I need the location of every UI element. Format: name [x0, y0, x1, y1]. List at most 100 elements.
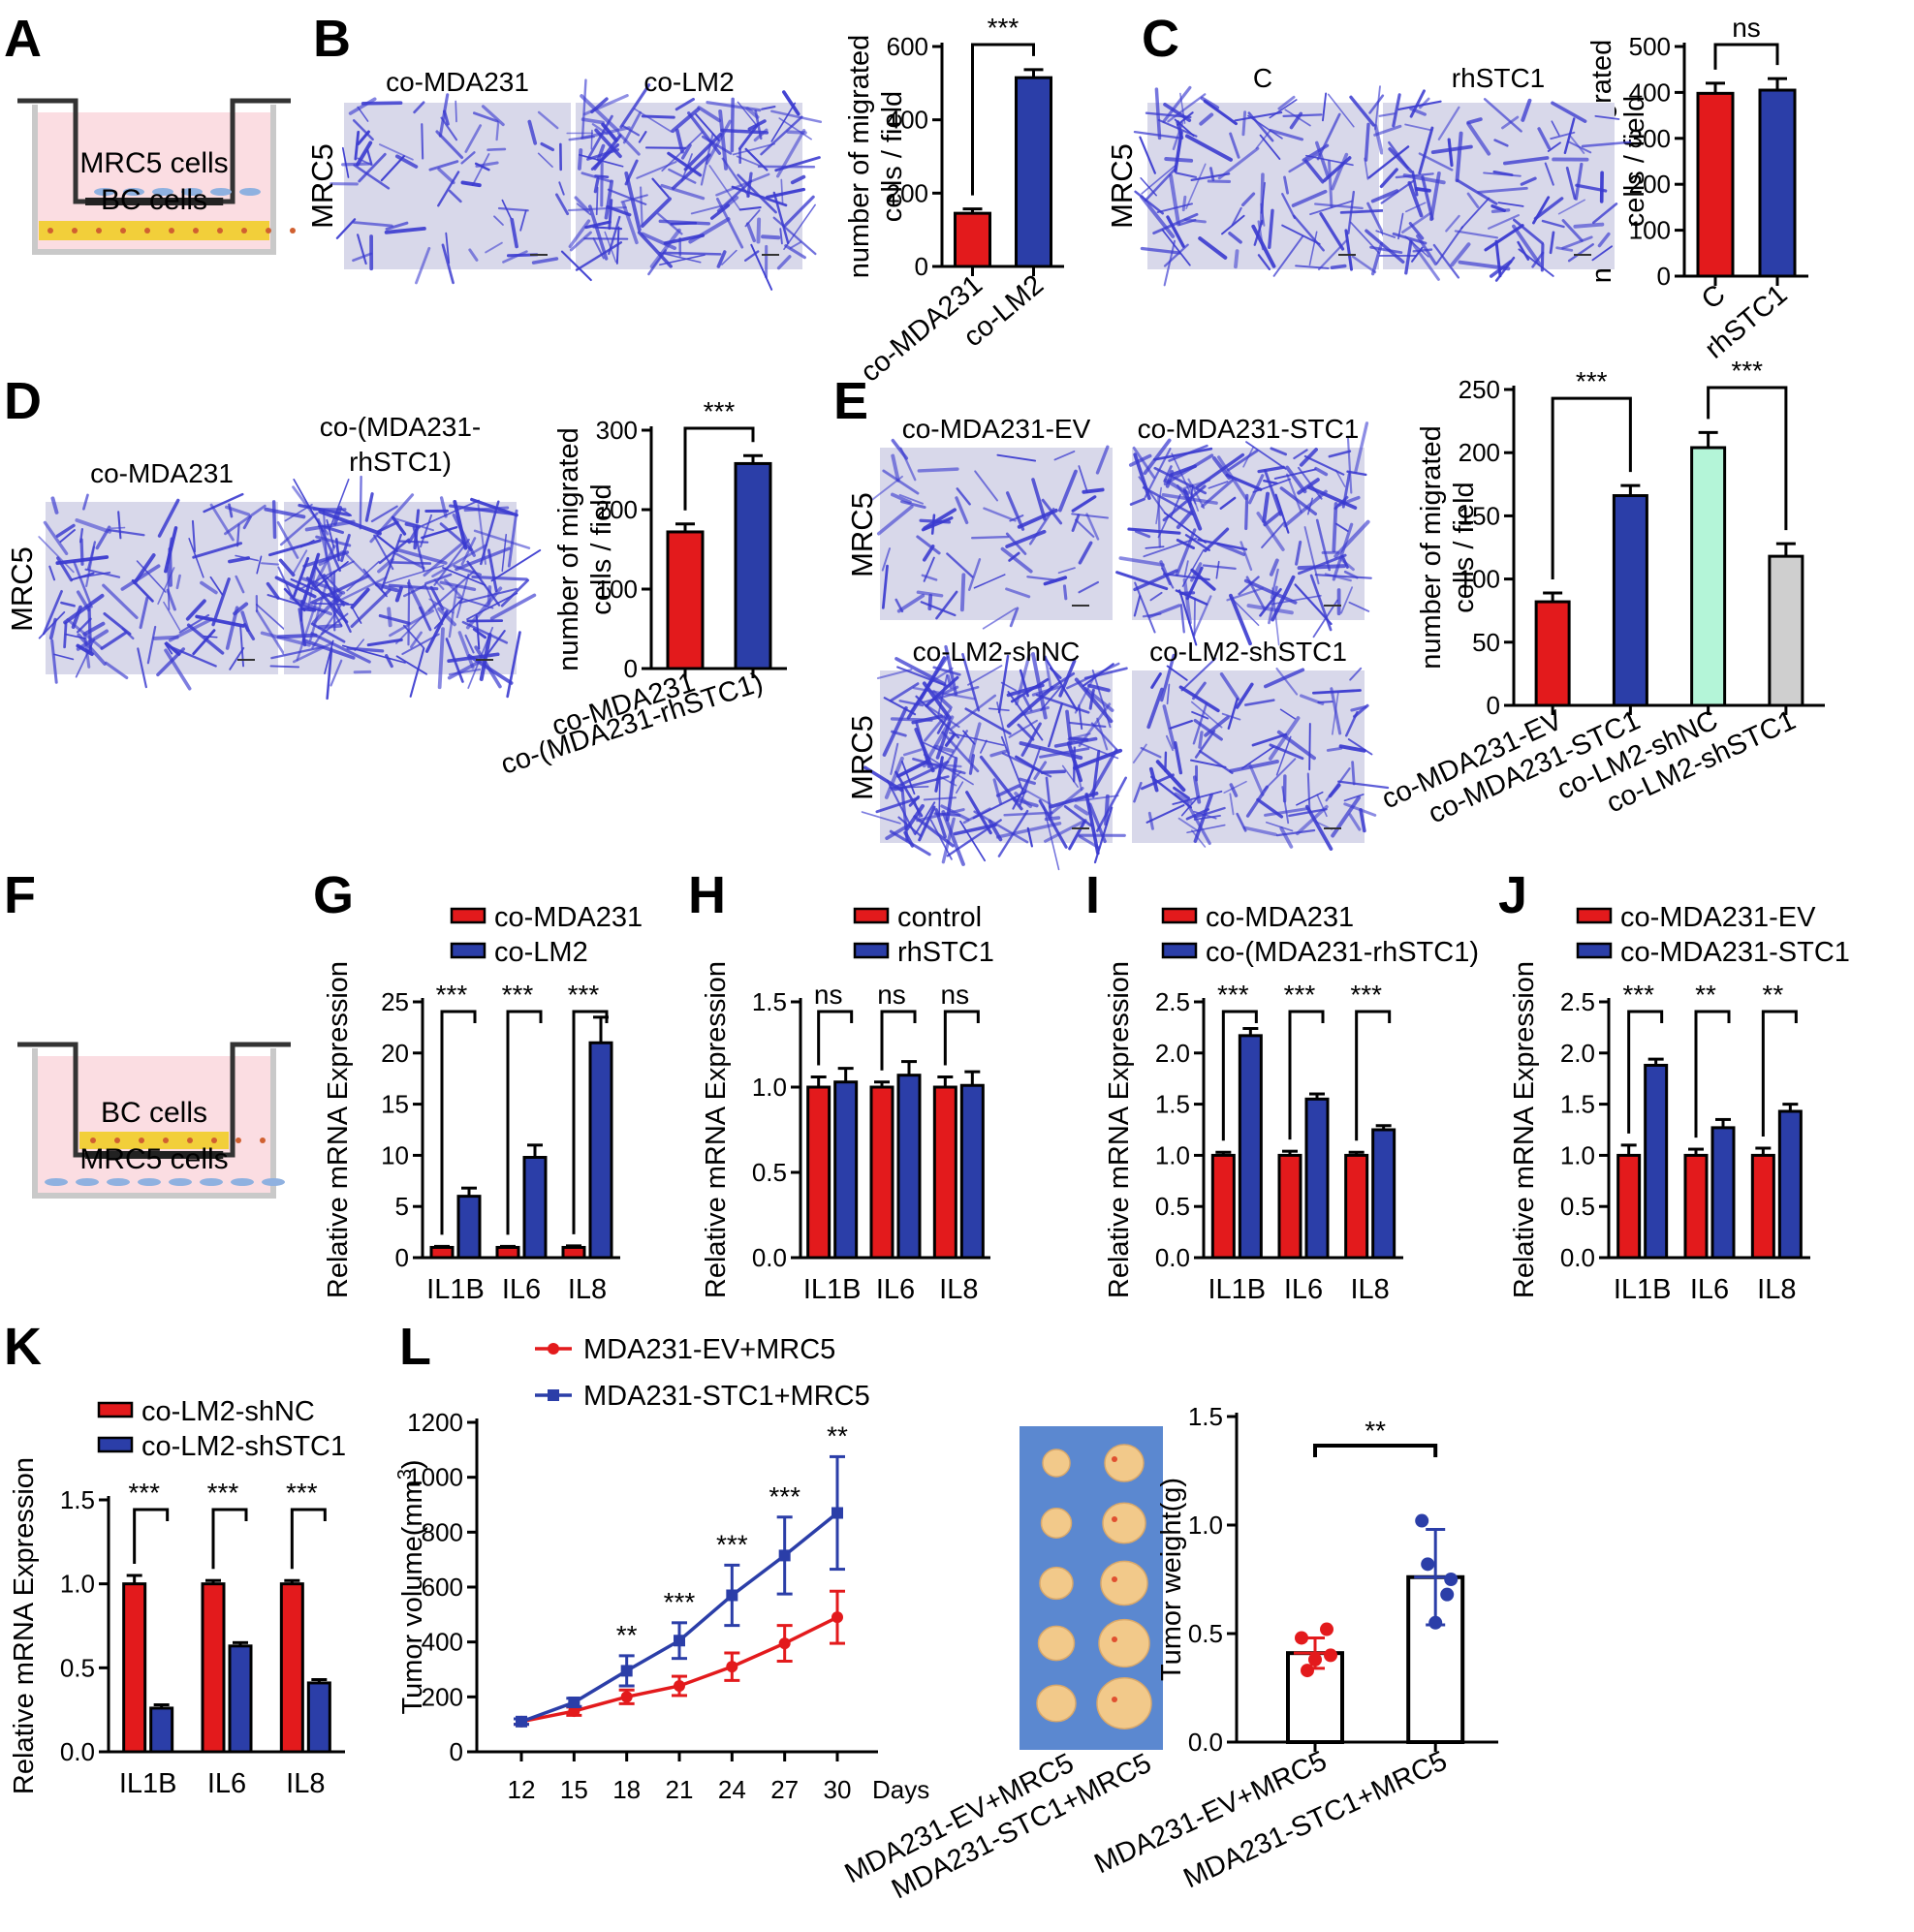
stained-cell: [447, 659, 483, 680]
stained-cell: [1140, 746, 1162, 759]
significance-bracket: [211, 1508, 248, 1570]
stained-cell: [1314, 574, 1372, 579]
stained-cell: [296, 602, 318, 662]
stained-cell: [1344, 229, 1354, 271]
stained-cell: [353, 164, 391, 190]
stained-cell: [1416, 234, 1437, 266]
y-tick-label: 2.0: [1560, 1039, 1595, 1068]
significance-label: **: [827, 1420, 848, 1450]
stained-cell: [1179, 604, 1185, 634]
stained-cell: [73, 561, 93, 608]
significance-label: ***: [1284, 980, 1316, 1010]
stained-cell: [1019, 777, 1037, 786]
stained-cell: [1174, 131, 1183, 173]
stained-cell: [1561, 219, 1584, 242]
stained-cell: [1346, 437, 1353, 494]
stained-cell: [1297, 466, 1323, 500]
stained-cell: [1268, 208, 1274, 249]
y-tick-label: 2.5: [1155, 987, 1190, 1016]
stained-cell: [391, 515, 407, 536]
mrc5-cell: [200, 1178, 223, 1186]
stained-cell: [1240, 746, 1274, 769]
stained-cell: [956, 487, 971, 506]
stained-cell: [903, 830, 915, 848]
stained-cell: [1263, 758, 1297, 792]
stained-cell: [1057, 469, 1078, 513]
stained-cell: [1127, 527, 1181, 535]
stained-cell: [1178, 685, 1220, 713]
stained-cell: [1156, 203, 1193, 214]
stained-cell: [604, 179, 614, 220]
stained-cell: [357, 157, 372, 166]
stained-cell: [1165, 734, 1175, 752]
stained-cell: [756, 217, 762, 244]
legend-entry: co-LM2-shNC: [141, 1396, 315, 1427]
stained-cell: [1347, 190, 1356, 234]
stained-cell: [50, 639, 58, 684]
stained-cell: [1044, 819, 1087, 843]
stained-cell: [42, 589, 63, 636]
stained-cell: [1174, 792, 1193, 804]
y-tick-label: 1.5: [752, 987, 787, 1016]
stained-cell: [1307, 485, 1358, 510]
data-point: [516, 1715, 527, 1728]
stained-cell: [424, 573, 453, 585]
stained-cell: [641, 232, 677, 251]
stained-cell: [455, 546, 511, 572]
stained-cell: [1349, 667, 1363, 681]
stained-cell: [1297, 553, 1347, 576]
stained-cell: [1083, 686, 1114, 712]
significance-label: **: [616, 1620, 638, 1650]
significance-label: ***: [1622, 980, 1654, 1010]
stained-cell: [1133, 595, 1142, 617]
mrc5-cell: [262, 1178, 285, 1186]
x-category-label: IL1B: [1614, 1274, 1672, 1305]
micrograph-E-2: [1115, 421, 1372, 646]
stained-cell: [1128, 453, 1152, 467]
stained-cell: [945, 757, 958, 822]
stained-cell: [1068, 820, 1086, 851]
stained-cell: [1569, 135, 1585, 154]
stained-cell: [357, 106, 369, 122]
significance-label: **: [1365, 1416, 1386, 1446]
y-tick-label: 5: [395, 1192, 409, 1221]
stained-cell: [996, 453, 1037, 462]
stained-cell: [1437, 106, 1460, 140]
stained-cell: [445, 232, 451, 265]
stained-cell: [1104, 794, 1110, 826]
chart-H-axes: 0.0 0.5 1.0 1.5 IL1B ns IL6 ns IL8 ns control rhSTC…: [752, 902, 994, 1305]
bar-IL6-co-MDA231-STC1: [1710, 1126, 1736, 1260]
stained-cell: [916, 535, 941, 555]
stained-cell: [1401, 212, 1431, 234]
stained-cell: [366, 638, 403, 647]
stained-cell: [1257, 254, 1271, 270]
stained-cell: [967, 665, 1003, 686]
y-axis-label: number of migrated: [1416, 425, 1447, 669]
stained-cell: [716, 250, 727, 268]
stained-cell: [737, 125, 758, 150]
membrane-pore: [188, 198, 206, 205]
legend-entry: co-(MDA231-rhSTC1): [1206, 937, 1479, 968]
stained-cell: [900, 761, 916, 795]
stained-cell: [1198, 750, 1234, 774]
legend-swatch: [450, 942, 486, 959]
stained-cell: [326, 647, 333, 701]
stained-cell: [301, 639, 356, 660]
stained-cell: [1073, 758, 1083, 792]
legend-swatch: [1576, 907, 1613, 924]
stained-cell: [624, 159, 639, 186]
bar-IL6-control: [869, 1085, 894, 1260]
y-tick-label: 15: [381, 1090, 409, 1119]
bar-IL8-co-LM2-shNC: [279, 1582, 304, 1754]
stained-cell: [460, 151, 476, 165]
stained-cell: [885, 825, 908, 840]
stained-cell: [354, 130, 361, 161]
y-tick-label: 1.5: [1188, 1402, 1223, 1431]
y-tick-label: 200: [1629, 170, 1671, 199]
bar-IL8-control: [932, 1085, 957, 1260]
stained-cell: [65, 633, 86, 639]
stained-cell: [1041, 498, 1063, 525]
panel-letter-D: D: [4, 372, 42, 430]
stained-cell: [667, 151, 703, 177]
